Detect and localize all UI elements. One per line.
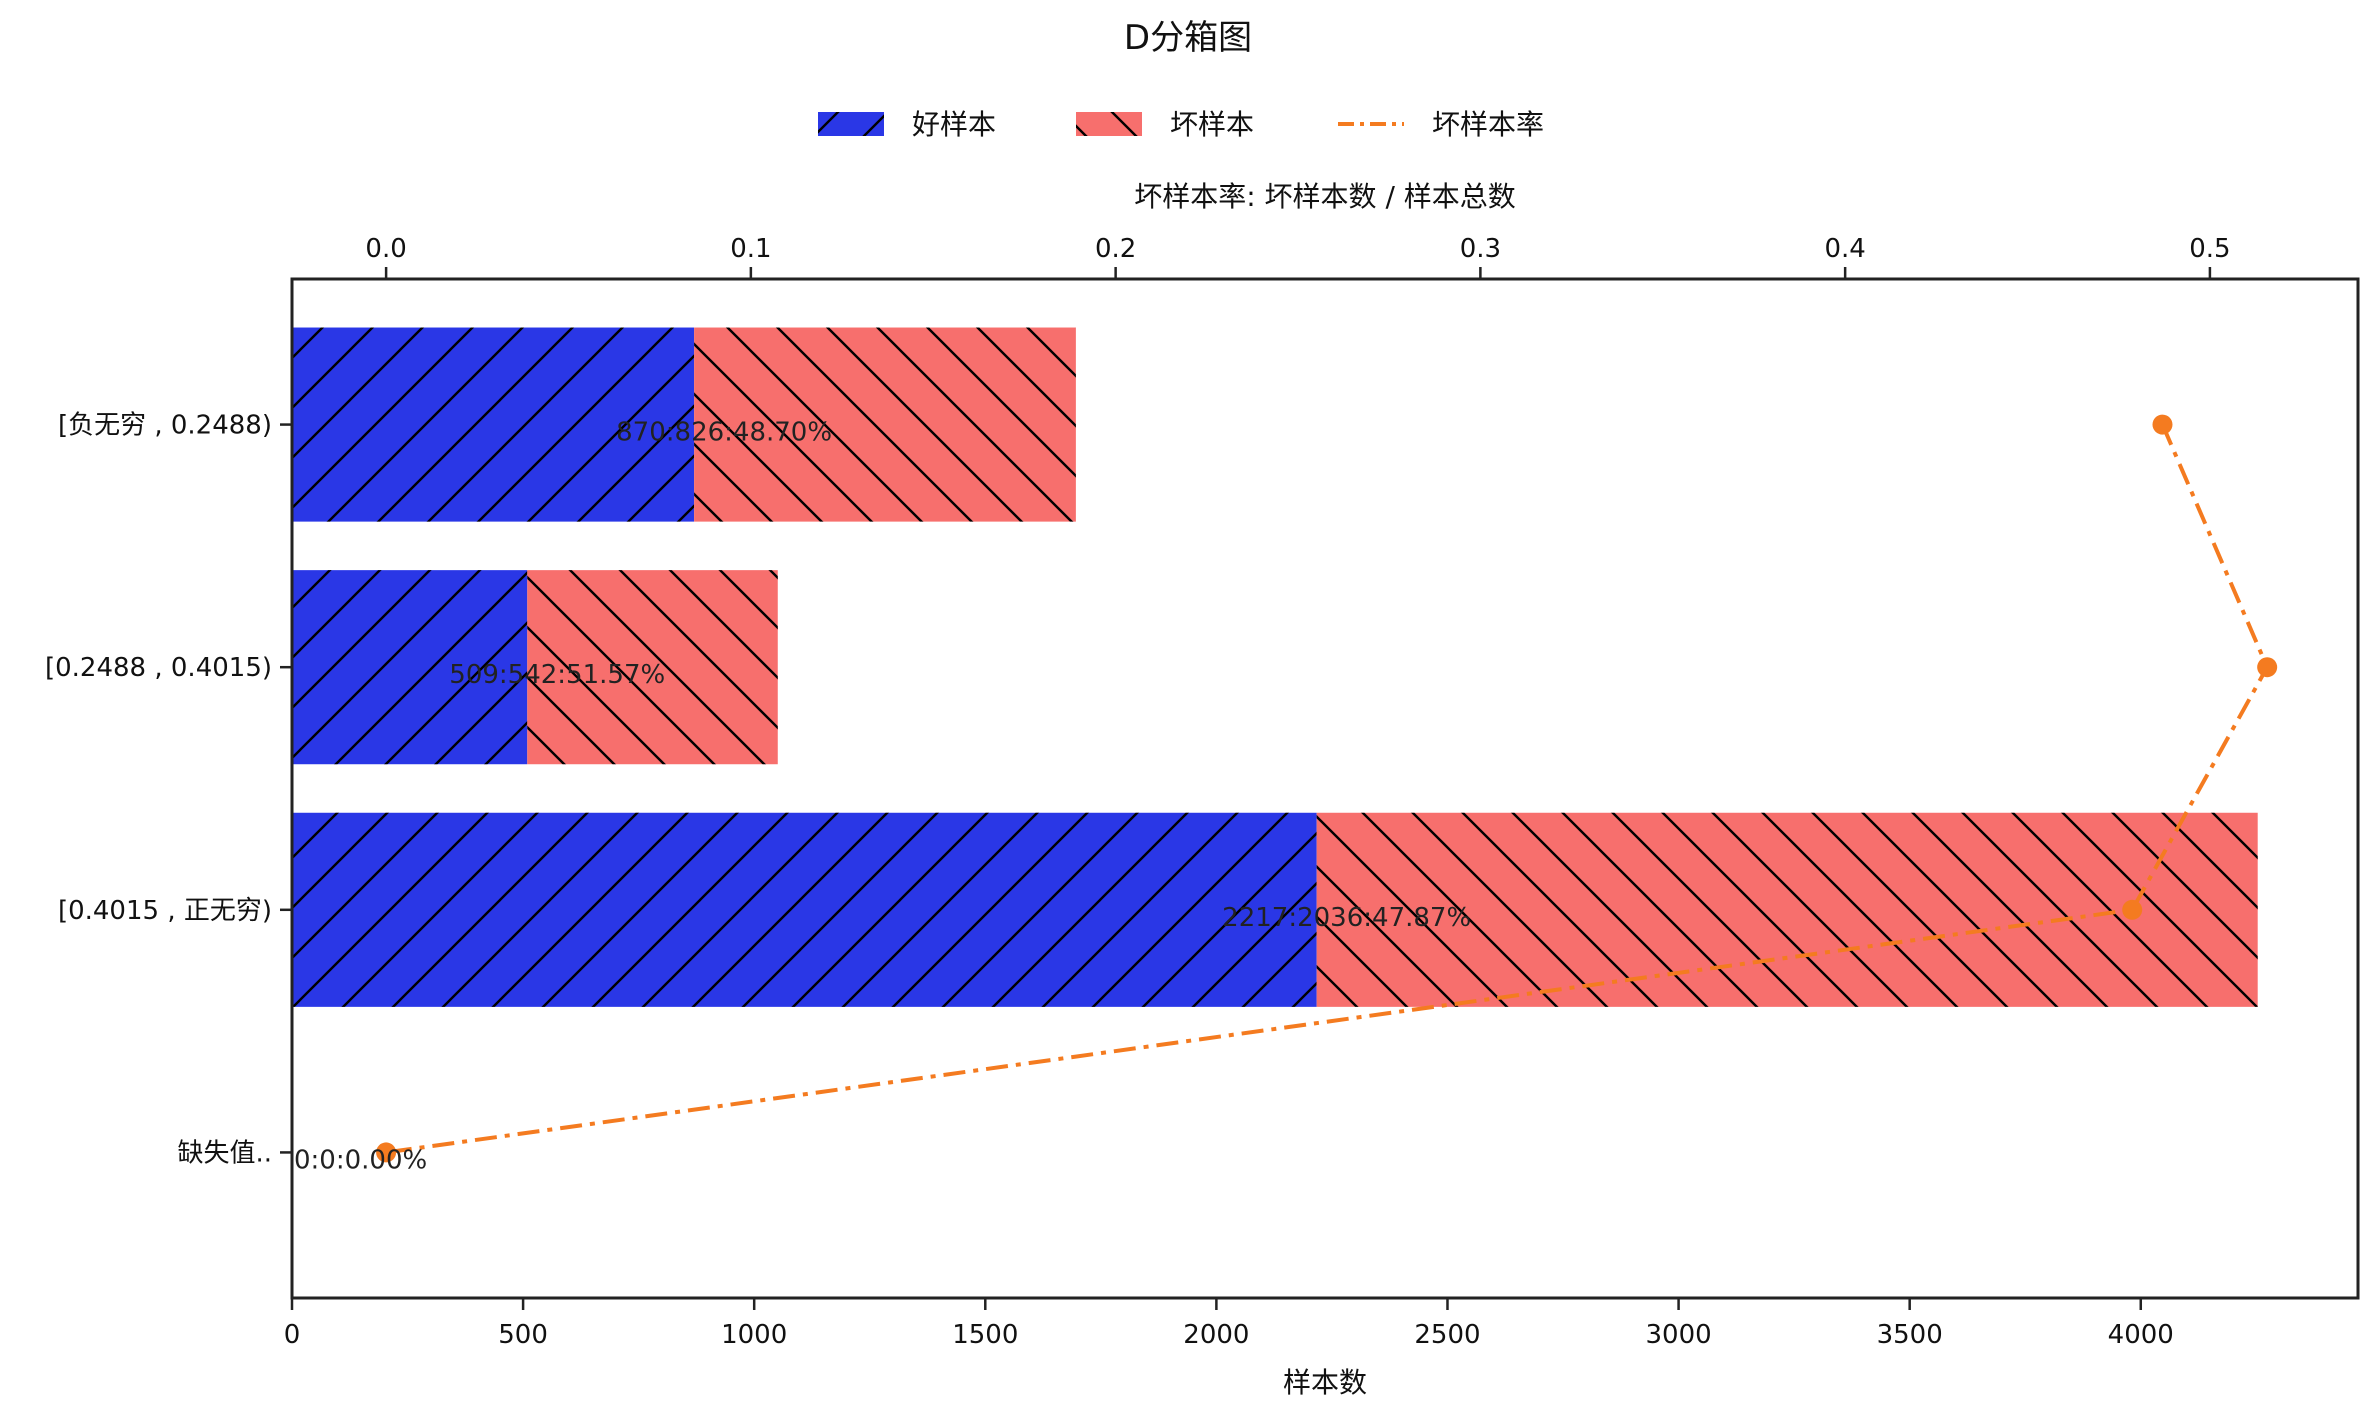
bottom-tick-label: 2000 [1183, 1320, 1249, 1350]
top-tick-label: 0.1 [730, 234, 771, 264]
chart-title: D分箱图 [1124, 18, 1252, 58]
rate-line [385, 423, 2270, 1155]
bar-bad-hatch-2 [1316, 812, 2258, 1007]
bar-good-hatch-2 [292, 812, 1317, 1007]
legend-swatch-good-hatch [818, 112, 884, 136]
bottom-axis-label: 样本数 [1283, 1366, 1367, 1399]
plot-frame [290, 277, 2360, 1300]
y-tick-label: [负无穷 , 0.2488) [58, 411, 272, 441]
bar-label-3: 0:0:0.00% [294, 1145, 427, 1175]
rate-point-3 [376, 1142, 397, 1163]
legend-label-bad: 坏样本 [1170, 108, 1254, 141]
bar-label-2: 2217:2036:47.87% [1222, 903, 1471, 933]
legend-label-good: 好样本 [912, 108, 996, 141]
bottom-tick-label: 1500 [952, 1320, 1018, 1350]
y-axis: [负无穷 , 0.2488) [0.2488 , 0.4015) [0.4015 ,… [45, 411, 292, 1168]
bars-layer [292, 327, 2258, 1007]
rate-point-1 [2257, 657, 2278, 678]
top-axis: 0.0 0.1 0.2 0.3 0.4 0.5 [365, 234, 2231, 279]
y-tick-label: [0.2488 , 0.4015) [45, 653, 272, 683]
bar-label-0: 870:826:48.70% [616, 418, 832, 448]
y-tick-label: [0.4015 , 正无穷) [58, 896, 272, 926]
bottom-tick-label: 2500 [1414, 1320, 1480, 1350]
bar-bad-hatch-0 [694, 327, 1076, 522]
legend-label-rate: 坏样本率 [1432, 108, 1544, 141]
bottom-tick-label: 3000 [1645, 1320, 1711, 1350]
top-axis-label: 坏样本率: 坏样本数 / 样本总数 [1134, 180, 1516, 213]
legend: 好样本 坏样本 坏样本率 [818, 108, 1544, 141]
bar-good-hatch-1 [292, 570, 528, 765]
bottom-tick-label: 3500 [1877, 1320, 1943, 1350]
top-tick-label: 0.5 [2189, 234, 2230, 264]
rate-point-2 [2122, 899, 2143, 920]
rate-line-layer [376, 414, 2278, 1163]
bottom-tick-label: 1000 [721, 1320, 787, 1350]
bottom-axis: 0 500 1000 1500 2000 2500 3000 3500 4000 [284, 1298, 2174, 1350]
top-tick-label: 0.2 [1095, 234, 1136, 264]
bar-good-hatch-0 [292, 327, 695, 522]
bottom-tick-label: 500 [498, 1320, 548, 1350]
top-tick-label: 0.0 [365, 234, 406, 264]
bar-label-1: 509:542:51.57% [449, 660, 665, 690]
bottom-tick-label: 4000 [2108, 1320, 2174, 1350]
bar-bad-hatch-1 [527, 570, 778, 765]
y-tick-label: 缺失值.. [177, 1138, 272, 1168]
top-tick-label: 0.4 [1824, 234, 1865, 264]
top-tick-label: 0.3 [1460, 234, 1501, 264]
bottom-tick-label: 0 [284, 1320, 301, 1350]
bar-labels-layer: 870:826:48.70% 509:542:51.57% 2217:2036:47… [294, 418, 1471, 1176]
rate-point-0 [2152, 414, 2173, 435]
legend-swatch-bad-hatch [1076, 112, 1142, 136]
